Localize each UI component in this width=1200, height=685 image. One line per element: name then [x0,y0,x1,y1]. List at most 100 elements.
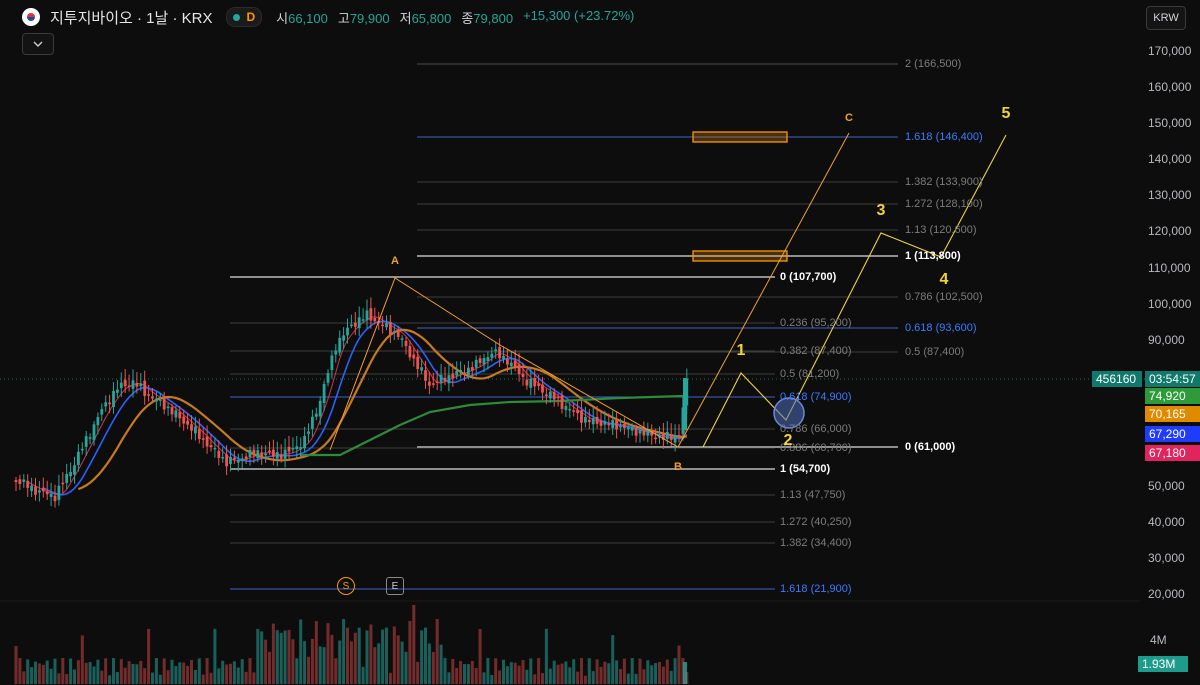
candle-body [681,407,685,435]
fib-label: 1.272 (128,100) [905,198,983,210]
volume-bar [244,671,248,684]
candle-body [291,448,295,450]
candle-body [166,406,170,409]
candle-body [178,412,182,419]
candle-body [350,324,353,327]
volume-bars [14,604,689,684]
candle-body [233,457,236,460]
volume-bar [630,658,634,684]
volume-bar [525,669,529,684]
candle-body [580,410,583,423]
volume-bar [388,672,392,684]
candle-body [221,456,225,459]
volume-bar [654,663,658,684]
volume-bar [486,658,490,684]
candle-body [287,446,291,452]
volume-bar [408,620,412,684]
volume-bar [182,662,186,684]
volume-bar [34,661,37,684]
market-open-dot-icon [233,13,241,21]
volume-bar [365,630,369,684]
candle-body [408,345,412,358]
volume-bar [677,645,681,684]
volume-bar [541,673,544,684]
volume-bar [295,658,299,684]
candle-body [658,436,661,438]
earnings-event-marker[interactable]: E [386,577,404,595]
wave-drawings [329,132,1007,451]
candle-body [385,323,388,328]
candle-body [73,465,76,475]
volume-bar [474,667,478,684]
candle-body [205,436,209,447]
candle-body [662,433,665,440]
volume-bar [170,659,174,684]
price-scale-label: 120,000 [1148,224,1192,238]
low-value: 65,800 [411,10,452,26]
volume-bar [564,661,568,684]
volume-bar [193,670,197,684]
fib-label: 1.618 (146,400) [905,131,983,143]
candle-body [584,417,587,423]
candle-body [279,454,283,459]
ma-orange-line [77,328,688,491]
wave-label-c: C [845,112,853,124]
price-scale-label: 140,000 [1148,152,1192,166]
split-event-marker[interactable]: S [337,577,355,595]
volume-bar [65,674,69,684]
target-zone-box [692,131,788,143]
candle-body [611,419,615,429]
candle-body [318,400,322,417]
ma1-badge: 74,920 [1145,388,1200,404]
volume-bar [591,671,595,684]
volume-bar [240,659,244,684]
ohlc-values: 시66,100 고79,900 저65,800 종79,800 +15,300 … [276,8,634,27]
volume-bar [560,663,564,684]
candle-body [365,310,369,321]
volume-bar [638,658,642,684]
candle-body [88,437,92,439]
candle-body [357,317,361,329]
candle-body [174,410,178,418]
candle-body [45,491,49,495]
volume-bar [420,630,424,684]
grid [0,378,1145,602]
candle-body [158,399,162,401]
candle-body [295,446,299,450]
candle-body [26,480,30,488]
volume-bar [330,634,334,684]
symbol-title[interactable]: 지투지바이오 · 1날 · KRX [50,9,213,27]
volume-bar [41,664,45,684]
volume-bar [505,666,509,684]
candle-body [30,485,33,491]
candle-body [548,391,552,399]
candle-body [57,485,61,500]
candle-body [53,495,57,502]
open-label: 시 [276,10,289,26]
candle-body [619,425,622,428]
candle-body [209,444,213,448]
candle-body [353,322,357,327]
price-scale-label: 160,000 [1148,80,1192,94]
ma-green-line [300,394,685,457]
fib-label: 1 (113,800) [905,250,961,262]
candle-body [41,487,45,492]
volume-bar [650,665,654,684]
volume-bar [361,666,365,684]
collapse-legend-button[interactable] [22,33,54,55]
currency-button[interactable]: KRW [1146,6,1186,30]
candle-body [131,380,135,389]
candle-body [517,364,521,375]
market-status-pill[interactable]: D [226,7,263,27]
moving-averages [27,316,688,496]
candle-body [541,384,544,393]
candle-body [311,416,314,429]
candle-body [34,486,37,495]
volume-bar [322,647,326,684]
candle-body [568,408,572,411]
candle-body [303,435,306,449]
candle-body [268,450,271,453]
volume-bar [669,670,673,684]
fib-label: 0.382 (87,400) [780,345,852,357]
